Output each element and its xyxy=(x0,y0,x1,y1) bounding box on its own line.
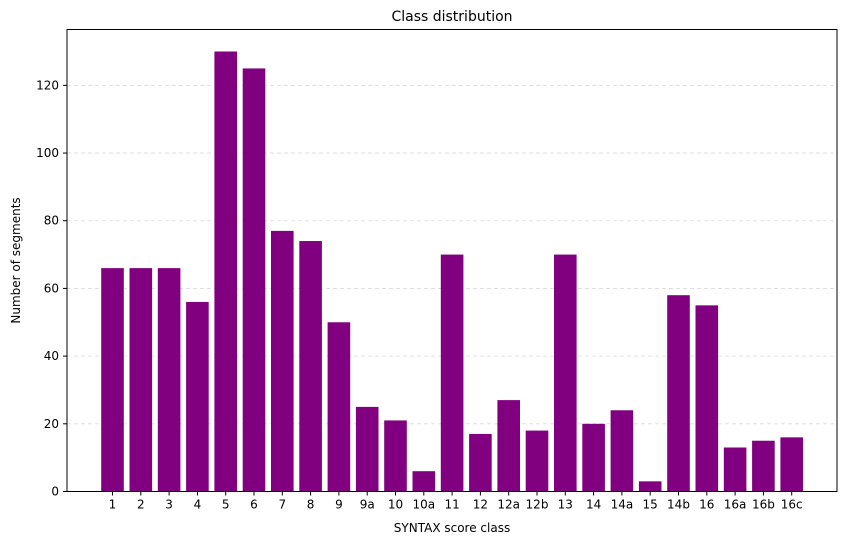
bar-16 xyxy=(695,305,719,492)
x-axis: 1 2 3 4 5 6 7 8 9 9a 10 10a 11 12 12a 12b 13 14 14a 15 14b 16… xyxy=(109,491,803,512)
x-tick-label: 4 xyxy=(194,498,202,512)
bar-14a xyxy=(610,410,634,492)
x-tick-label: 6 xyxy=(250,498,258,512)
x-tick-label: 9 xyxy=(335,498,343,512)
bars xyxy=(101,51,803,492)
x-tick-label: 10a xyxy=(412,498,435,512)
y-tick-label: 20 xyxy=(44,417,59,431)
bar-11 xyxy=(440,254,464,492)
x-tick-label: 16b xyxy=(752,498,775,512)
bar-8 xyxy=(299,241,322,492)
x-tick-label: 12 xyxy=(473,498,488,512)
y-axis-label: Number of segments xyxy=(9,197,23,323)
bar-16c xyxy=(780,437,803,492)
x-tick-label: 16c xyxy=(781,498,803,512)
bar-10a xyxy=(412,471,436,492)
x-tick-label: 16a xyxy=(724,498,747,512)
bar-16b xyxy=(752,440,775,492)
x-tick-label: 14b xyxy=(667,498,690,512)
x-tick-label: 7 xyxy=(278,498,286,512)
x-tick-label: 8 xyxy=(307,498,315,512)
bar-12a xyxy=(497,400,520,492)
bar-12 xyxy=(469,433,492,492)
x-tick-label: 13 xyxy=(558,498,573,512)
y-axis: 0 20 40 60 80 100 120 xyxy=(36,78,67,499)
y-tick-label: 40 xyxy=(44,349,59,363)
x-tick-label: 10 xyxy=(388,498,403,512)
x-tick-label: 3 xyxy=(165,498,173,512)
y-tick-label: 80 xyxy=(44,214,59,228)
y-tick-label: 0 xyxy=(51,485,59,499)
bar-9a xyxy=(355,406,379,492)
x-tick-label: 16 xyxy=(699,498,714,512)
x-tick-label: 9a xyxy=(360,498,375,512)
bar-2 xyxy=(129,268,153,492)
bar-4 xyxy=(186,301,209,492)
y-tick-label: 100 xyxy=(36,146,59,160)
bar-9 xyxy=(327,322,351,492)
x-tick-label: 11 xyxy=(444,498,459,512)
x-tick-label: 14 xyxy=(586,498,601,512)
x-tick-label: 12b xyxy=(526,498,549,512)
bar-13 xyxy=(554,254,577,492)
bar-10 xyxy=(384,420,407,492)
x-tick-label: 2 xyxy=(137,498,145,512)
bar-14 xyxy=(582,423,605,492)
x-tick-label: 12a xyxy=(497,498,520,512)
x-tick-label: 14a xyxy=(611,498,634,512)
bar-7 xyxy=(271,230,294,492)
y-tick-label: 120 xyxy=(36,78,59,92)
bar-5 xyxy=(214,51,237,492)
bar-15 xyxy=(638,481,662,492)
x-tick-label: 1 xyxy=(109,498,117,512)
chart-title: Class distribution xyxy=(391,9,512,25)
bar-12b xyxy=(525,430,549,492)
y-tick-label: 60 xyxy=(44,281,59,295)
x-axis-label: SYNTAX score class xyxy=(394,521,510,535)
x-tick-label: 5 xyxy=(222,498,230,512)
bar-3 xyxy=(157,268,181,492)
bar-16a xyxy=(723,447,747,492)
bar-6 xyxy=(242,68,266,492)
x-tick-label: 15 xyxy=(643,498,658,512)
bar-14b xyxy=(667,295,690,492)
bar-1 xyxy=(101,268,124,492)
